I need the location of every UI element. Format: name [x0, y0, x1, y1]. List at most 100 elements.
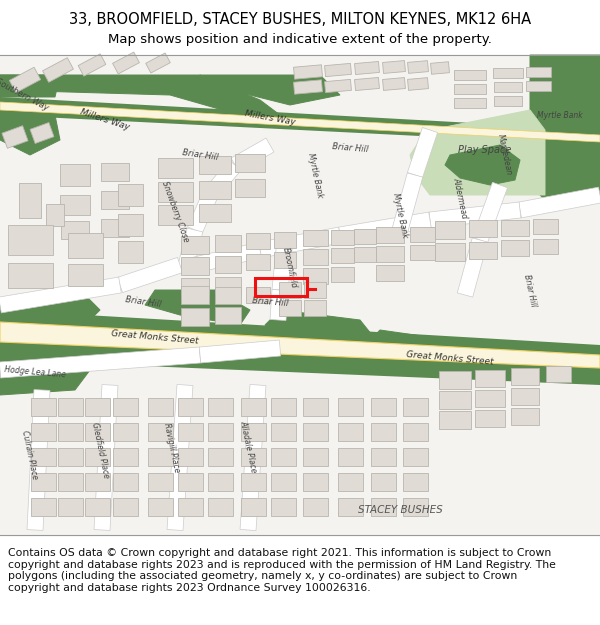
Polygon shape	[454, 84, 486, 94]
Text: Aldermead: Aldermead	[451, 177, 469, 219]
Polygon shape	[331, 266, 353, 281]
Polygon shape	[215, 234, 241, 251]
Polygon shape	[475, 409, 505, 426]
Polygon shape	[240, 384, 266, 531]
Polygon shape	[7, 225, 53, 255]
Text: Snowberry Close: Snowberry Close	[160, 180, 190, 244]
Polygon shape	[439, 391, 471, 409]
Polygon shape	[429, 202, 521, 228]
Polygon shape	[58, 398, 83, 416]
Polygon shape	[435, 243, 465, 261]
Polygon shape	[337, 473, 362, 491]
Polygon shape	[31, 398, 56, 416]
Polygon shape	[178, 423, 203, 441]
Polygon shape	[0, 75, 60, 97]
Polygon shape	[208, 398, 233, 416]
Polygon shape	[355, 61, 379, 74]
Polygon shape	[511, 368, 539, 384]
Polygon shape	[354, 246, 376, 261]
Text: Culrain Place: Culrain Place	[20, 429, 40, 481]
Polygon shape	[85, 398, 110, 416]
Polygon shape	[181, 236, 209, 254]
Polygon shape	[472, 182, 508, 243]
Polygon shape	[0, 115, 60, 155]
Text: Contains OS data © Crown copyright and database right 2021. This information is : Contains OS data © Crown copyright and d…	[8, 548, 556, 592]
Polygon shape	[274, 252, 296, 268]
Polygon shape	[118, 184, 143, 206]
Polygon shape	[200, 75, 340, 105]
Polygon shape	[431, 62, 449, 74]
Polygon shape	[204, 160, 241, 200]
Polygon shape	[0, 102, 600, 142]
Polygon shape	[181, 278, 209, 296]
Polygon shape	[113, 52, 139, 74]
Polygon shape	[410, 110, 545, 195]
Polygon shape	[392, 173, 423, 232]
Polygon shape	[208, 473, 233, 491]
Polygon shape	[178, 398, 203, 416]
Polygon shape	[235, 179, 265, 197]
Polygon shape	[181, 257, 209, 275]
Text: Mapledean: Mapledean	[496, 134, 514, 176]
Polygon shape	[279, 282, 301, 298]
Polygon shape	[208, 423, 233, 441]
Polygon shape	[302, 423, 328, 441]
Polygon shape	[469, 241, 497, 259]
Text: Myrtle Bank: Myrtle Bank	[537, 111, 583, 119]
Polygon shape	[407, 78, 428, 91]
Polygon shape	[241, 423, 265, 441]
Polygon shape	[271, 448, 296, 466]
Polygon shape	[403, 473, 427, 491]
Polygon shape	[94, 384, 118, 531]
Polygon shape	[145, 290, 250, 325]
Polygon shape	[0, 347, 200, 378]
Polygon shape	[208, 448, 233, 466]
Text: Myrtle Bank: Myrtle Bank	[306, 152, 324, 198]
Polygon shape	[302, 230, 328, 246]
Polygon shape	[435, 221, 465, 239]
Polygon shape	[511, 388, 539, 404]
Polygon shape	[113, 423, 137, 441]
Polygon shape	[0, 277, 121, 313]
Polygon shape	[271, 423, 296, 441]
Text: Gledfield Place: Gledfield Place	[89, 421, 110, 479]
Polygon shape	[371, 448, 395, 466]
Polygon shape	[403, 423, 427, 441]
Text: Briar Hill: Briar Hill	[251, 296, 289, 308]
Text: Hodge Lea Lane: Hodge Lea Lane	[4, 365, 66, 379]
Text: Great Monks Street: Great Monks Street	[111, 329, 199, 345]
Polygon shape	[148, 423, 173, 441]
Polygon shape	[241, 398, 265, 416]
Text: Great Monks Street: Great Monks Street	[406, 350, 494, 366]
Polygon shape	[325, 63, 352, 77]
Polygon shape	[302, 498, 328, 516]
Polygon shape	[469, 219, 497, 236]
Polygon shape	[302, 448, 328, 466]
Polygon shape	[199, 340, 281, 363]
Polygon shape	[302, 473, 328, 491]
Polygon shape	[231, 138, 274, 172]
Polygon shape	[67, 232, 103, 258]
Polygon shape	[157, 205, 193, 225]
Polygon shape	[178, 448, 203, 466]
Polygon shape	[58, 498, 83, 516]
Polygon shape	[0, 75, 280, 125]
Text: STACEY BUSHES: STACEY BUSHES	[358, 505, 442, 515]
Polygon shape	[445, 145, 520, 185]
Polygon shape	[376, 246, 404, 262]
Polygon shape	[403, 448, 427, 466]
Polygon shape	[181, 286, 209, 304]
Polygon shape	[383, 61, 406, 74]
Polygon shape	[67, 264, 103, 286]
Polygon shape	[58, 473, 83, 491]
Polygon shape	[338, 212, 431, 243]
Polygon shape	[113, 498, 137, 516]
Polygon shape	[0, 322, 600, 368]
Polygon shape	[167, 384, 193, 531]
Text: Briar Hill: Briar Hill	[332, 142, 368, 154]
Polygon shape	[271, 398, 296, 416]
Polygon shape	[407, 61, 428, 73]
Polygon shape	[293, 80, 322, 94]
Polygon shape	[215, 256, 241, 272]
Polygon shape	[113, 398, 137, 416]
